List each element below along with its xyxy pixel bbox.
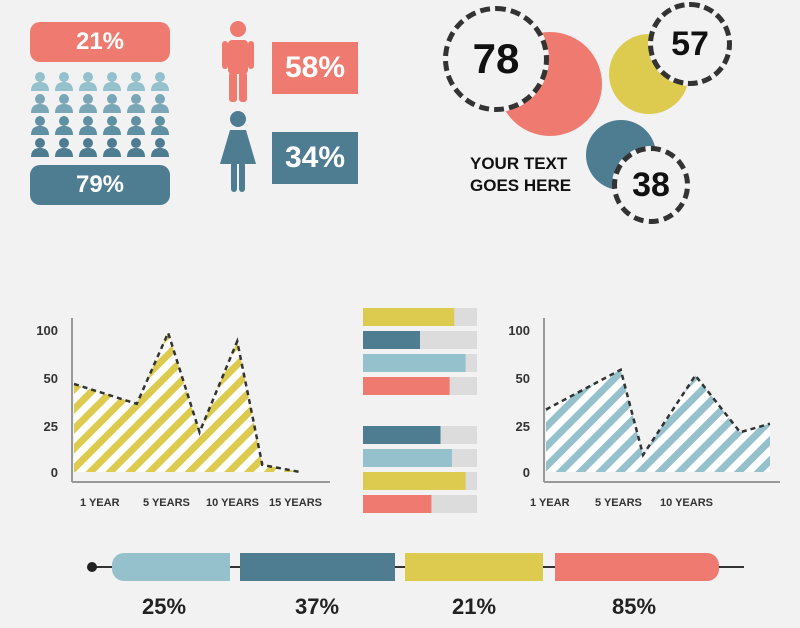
person-icon xyxy=(79,94,97,113)
crowd-icon-grid xyxy=(31,72,169,157)
person-icon xyxy=(55,138,73,157)
person-icon xyxy=(103,116,121,135)
bar-fill xyxy=(363,377,450,395)
female-percent-box: 34% xyxy=(272,132,358,184)
bar-fill xyxy=(363,449,452,467)
x-tick-label: 5 YEARS xyxy=(143,497,190,509)
x-tick-label: 1 YEAR xyxy=(530,497,570,509)
y-tick-label: 25 xyxy=(44,419,58,434)
person-icon xyxy=(55,94,73,113)
bar-fill xyxy=(363,354,466,372)
blue-area-chart: 100 50 25 0 1 YEAR 5 YEARS 10 YEARS xyxy=(508,318,780,509)
person-icon xyxy=(55,116,73,135)
area-fill xyxy=(74,332,300,472)
timeline-segment xyxy=(555,553,719,581)
tagline: YOUR TEXT GOES HERE xyxy=(470,153,571,197)
bottom-percent-pill: 79% xyxy=(30,165,170,205)
x-tick-label: 5 YEARS xyxy=(595,497,642,509)
y-tick-label: 50 xyxy=(516,371,530,386)
person-icon xyxy=(151,72,169,91)
bubble-big-value: 78 xyxy=(443,6,549,112)
person-icon xyxy=(127,72,145,91)
timeline-label-4: 85% xyxy=(612,594,657,619)
y-tick-label: 100 xyxy=(508,323,530,338)
y-tick-label: 50 xyxy=(44,371,58,386)
bar-fill xyxy=(363,472,466,490)
timeline-label-2: 37% xyxy=(295,594,340,619)
tagline-line-1: YOUR TEXT xyxy=(470,154,568,173)
tagline-line-2: GOES HERE xyxy=(470,176,572,195)
person-icon xyxy=(31,138,49,157)
timeline-label-3: 21% xyxy=(452,594,497,619)
x-tick-label: 10 YEARS xyxy=(660,497,713,509)
person-icon xyxy=(151,138,169,157)
timeline-start-dot xyxy=(87,562,97,572)
percent-timeline xyxy=(87,553,744,581)
y-tick-label: 100 xyxy=(36,323,58,338)
timeline-segment xyxy=(405,553,543,581)
timeline-segment-edge xyxy=(555,553,569,581)
timeline-segment xyxy=(240,553,395,581)
bubble-bottom-value: 38 xyxy=(612,146,690,224)
area-fill xyxy=(546,369,770,472)
x-tick-label: 10 YEARS xyxy=(206,497,259,509)
person-icon xyxy=(151,116,169,135)
person-icon xyxy=(103,72,121,91)
male-percent-box: 58% xyxy=(272,42,358,94)
person-icon xyxy=(31,116,49,135)
x-tick-label: 15 YEARS xyxy=(269,497,322,509)
bubble-top-right-value: 57 xyxy=(648,2,732,86)
person-icon xyxy=(31,94,49,113)
person-icon xyxy=(127,138,145,157)
person-icon xyxy=(103,138,121,157)
bar-fill xyxy=(363,308,455,326)
yellow-area-chart: 100 50 25 0 1 YEAR 5 YEARS 10 YEARS 15 YEARS xyxy=(36,318,330,509)
area-outline xyxy=(545,367,771,458)
person-icon xyxy=(127,116,145,135)
bar-fill xyxy=(363,331,420,349)
male-icon xyxy=(222,21,254,102)
person-icon xyxy=(127,94,145,113)
timeline-segment xyxy=(112,553,230,581)
timeline-segment-edge xyxy=(216,553,230,581)
area-outline xyxy=(73,329,301,474)
person-icon xyxy=(79,116,97,135)
horizontal-bar-chart xyxy=(363,308,477,513)
person-icon xyxy=(151,94,169,113)
y-tick-label: 0 xyxy=(51,465,58,480)
person-icon xyxy=(55,72,73,91)
bar-fill xyxy=(363,426,441,444)
y-tick-label: 0 xyxy=(523,465,530,480)
y-tick-label: 25 xyxy=(516,419,530,434)
person-icon xyxy=(79,72,97,91)
timeline-label-1: 25% xyxy=(142,594,187,619)
bar-fill xyxy=(363,495,432,513)
top-percent-pill: 21% xyxy=(30,22,170,62)
person-icon xyxy=(31,72,49,91)
person-icon xyxy=(79,138,97,157)
female-icon xyxy=(220,111,256,192)
x-tick-label: 1 YEAR xyxy=(80,497,120,509)
person-icon xyxy=(103,94,121,113)
